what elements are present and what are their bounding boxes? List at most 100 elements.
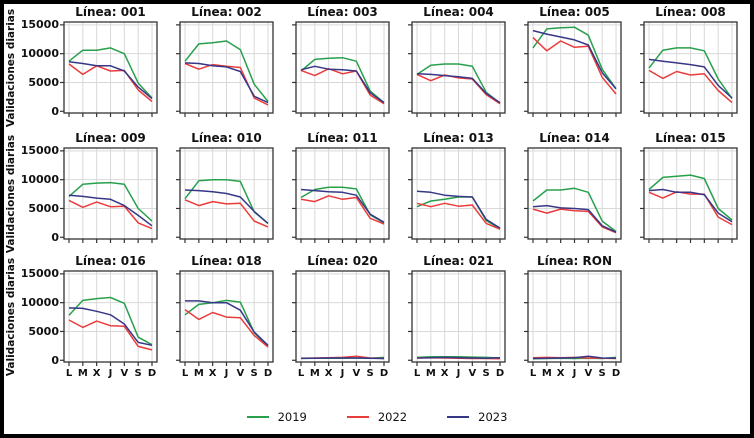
line-2023 — [184, 62, 269, 104]
subplot-l-nea-002 — [176, 21, 274, 117]
subplot-l-nea-001 — [60, 21, 158, 117]
y-axis-label-row-3: Validaciones diarias — [5, 257, 17, 376]
subplot-title: Línea: RON — [537, 254, 612, 268]
line-2019 — [648, 47, 733, 100]
subplot-title: Línea: 002 — [191, 5, 262, 19]
line-2019 — [300, 56, 385, 104]
legend: 2019 2022 2023 — [4, 410, 750, 424]
legend-label-2023: 2023 — [478, 410, 508, 424]
line-2022 — [68, 63, 153, 103]
x-tick-label: X — [208, 368, 217, 379]
x-tick-label: V — [236, 368, 245, 379]
line-2022 — [300, 67, 385, 105]
subplot-l-nea-011 — [292, 147, 390, 243]
line-2023 — [68, 194, 153, 227]
subplot-l-nea-005 — [524, 21, 622, 117]
line-2023 — [416, 356, 501, 360]
x-tick-label: S — [598, 368, 606, 379]
x-tick-label: L — [529, 368, 537, 379]
y-tick-label: 5000 — [28, 75, 59, 89]
subplot-title: Línea: 008 — [655, 5, 726, 19]
line-2023 — [416, 190, 501, 229]
subplot-l-nea-003 — [292, 21, 390, 117]
subplot-l-nea-016 — [60, 270, 158, 366]
y-tick-label: 0 — [51, 104, 59, 118]
x-tick-label: L — [413, 368, 421, 379]
x-tick-label: M — [425, 368, 436, 379]
y-tick-label: 5000 — [28, 324, 59, 338]
y-tick-label: 5000 — [28, 201, 59, 215]
line-2019 — [416, 356, 501, 359]
legend-swatch-2019 — [246, 416, 269, 418]
line-2022 — [184, 308, 269, 348]
line-2022 — [416, 202, 501, 230]
legend-item-2022: 2022 — [346, 410, 407, 424]
subplot-l-nea-010 — [176, 147, 274, 243]
subplot-title: Línea: 011 — [307, 131, 378, 145]
line-2023 — [184, 189, 269, 224]
x-tick-label: X — [92, 368, 101, 379]
line-2023 — [532, 29, 617, 90]
subplot-l-nea-ron — [524, 270, 622, 366]
x-tick-label: S — [134, 368, 142, 379]
y-tick-label: 0 — [51, 353, 59, 367]
x-tick-label: V — [120, 368, 129, 379]
line-2023 — [68, 60, 153, 100]
subplot-title: Línea: 004 — [423, 5, 494, 19]
line-2023 — [300, 65, 385, 104]
x-tick-label: J — [224, 368, 229, 379]
subplot-title: Línea: 001 — [75, 5, 146, 19]
line-2019 — [532, 187, 617, 233]
x-tick-label: D — [263, 368, 273, 379]
charts-canvas — [60, 21, 738, 366]
y-tick-label: 10000 — [20, 296, 59, 310]
line-2023 — [532, 355, 617, 360]
subplot-title: Línea: 016 — [75, 254, 146, 268]
y-tick-label: 10000 — [20, 173, 59, 187]
x-tick-label: D — [495, 368, 505, 379]
legend-label-2019: 2019 — [277, 410, 307, 424]
line-2022 — [416, 73, 501, 105]
line-2023 — [532, 204, 617, 233]
line-2023 — [301, 357, 385, 360]
legend-item-2023: 2023 — [447, 410, 507, 424]
line-2022 — [532, 37, 617, 95]
x-tick-label: L — [181, 368, 189, 379]
y-tick-label: 15000 — [20, 18, 59, 32]
subplot-l-nea-008 — [640, 21, 738, 117]
line-2019 — [532, 26, 617, 90]
line-2023 — [648, 58, 733, 99]
x-tick-label: V — [468, 368, 477, 379]
subplot-title: Línea: 010 — [191, 131, 262, 145]
y-axis-label-row-2: Validaciones diarias — [5, 134, 17, 253]
y-tick-label: 0 — [51, 230, 59, 244]
line-2022 — [648, 191, 733, 226]
legend-swatch-2023 — [447, 416, 470, 418]
subplot-title: Línea: 015 — [655, 131, 726, 145]
subplot-title: Línea: 018 — [191, 254, 262, 268]
subplot-l-nea-021 — [408, 270, 506, 366]
subplot-title: Línea: 021 — [423, 254, 494, 268]
subplot-title: Línea: 013 — [423, 131, 494, 145]
subplot-title: Línea: 014 — [539, 131, 610, 145]
subplot-l-nea-014 — [524, 147, 622, 243]
line-2022 — [648, 69, 733, 104]
x-tick-label: D — [611, 368, 621, 379]
x-tick-label: X — [324, 368, 333, 379]
subplot-l-nea-018 — [176, 270, 274, 366]
line-2019 — [68, 47, 153, 99]
x-tick-label: J — [456, 368, 461, 379]
line-2022 — [68, 199, 153, 230]
x-tick-label: S — [250, 368, 258, 379]
line-2022 — [68, 319, 153, 351]
line-2019 — [68, 181, 153, 222]
x-tick-label: M — [541, 368, 552, 379]
x-tick-label: X — [440, 368, 449, 379]
x-tick-label: V — [352, 368, 361, 379]
x-tick-label: S — [366, 368, 374, 379]
subplot-l-nea-020 — [292, 270, 390, 366]
y-axis-label-row-1: Validaciones diarias — [5, 8, 17, 127]
line-2019 — [68, 296, 153, 346]
line-2022 — [532, 208, 617, 234]
